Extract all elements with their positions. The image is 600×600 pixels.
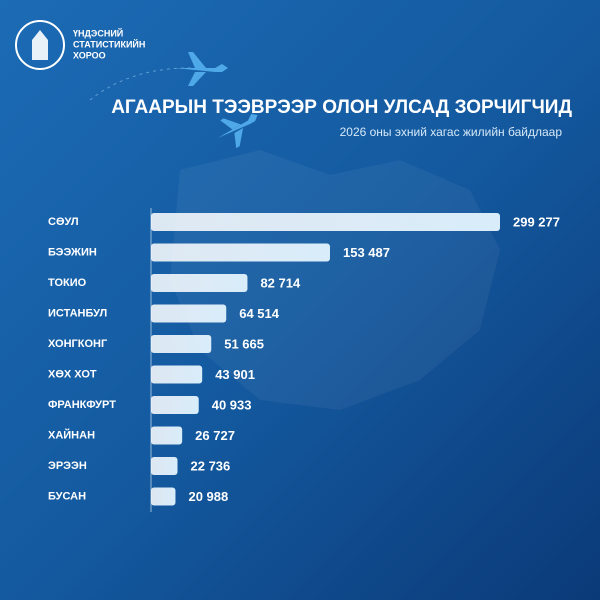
- category-label: ЭРЭЭН: [48, 460, 87, 472]
- value-label: 20 988: [188, 489, 228, 504]
- bar: [151, 304, 227, 323]
- org-name: ХОРОО: [73, 50, 106, 60]
- value-label: 43 901: [215, 367, 255, 382]
- value-label: 26 727: [195, 428, 235, 443]
- value-label: 40 933: [212, 397, 252, 412]
- category-label: ХОНГКОНГ: [48, 338, 108, 350]
- plane-icon: [217, 114, 258, 149]
- category-label: БЭЭЖИН: [48, 246, 97, 258]
- category-label: ХАЙНАН: [48, 428, 95, 441]
- value-label: 64 514: [239, 306, 280, 321]
- bar: [151, 274, 248, 292]
- value-label: 153 487: [343, 245, 390, 260]
- logo: [15, 20, 65, 70]
- org-name: СТАТИСТИКИЙН: [73, 38, 145, 49]
- bar: [151, 426, 183, 445]
- category-label: БУСАН: [48, 490, 86, 502]
- category-label: ТОКИО: [48, 277, 87, 289]
- value-label: 299 277: [513, 214, 560, 229]
- category-label: ФРАНКФУРТ: [48, 399, 116, 411]
- logo-mark: [32, 30, 48, 60]
- bar: [151, 487, 176, 506]
- chart-subtitle: 2026 оны эхний хагас жилийн байдлаар: [340, 125, 563, 139]
- chart-title: АГААРЫН ТЭЭВРЭЭР ОЛОН УЛСАД ЗОРЧИГЧИД: [111, 97, 572, 118]
- category-label: ХӨХ ХОТ: [48, 368, 97, 380]
- category-label: ИСТАНБУЛ: [48, 307, 107, 319]
- bar: [151, 396, 199, 414]
- value-label: 82 714: [260, 275, 301, 290]
- bar: [151, 335, 212, 353]
- category-label: СӨУЛ: [48, 216, 79, 228]
- plane-icon: [175, 52, 228, 86]
- value-label: 51 665: [224, 336, 264, 351]
- bar: [151, 213, 500, 231]
- bar: [151, 457, 178, 475]
- bar: [151, 243, 330, 262]
- value-label: 22 736: [191, 458, 231, 473]
- org-name: ҮНДЭСНИЙ: [73, 27, 123, 38]
- bar: [151, 365, 203, 384]
